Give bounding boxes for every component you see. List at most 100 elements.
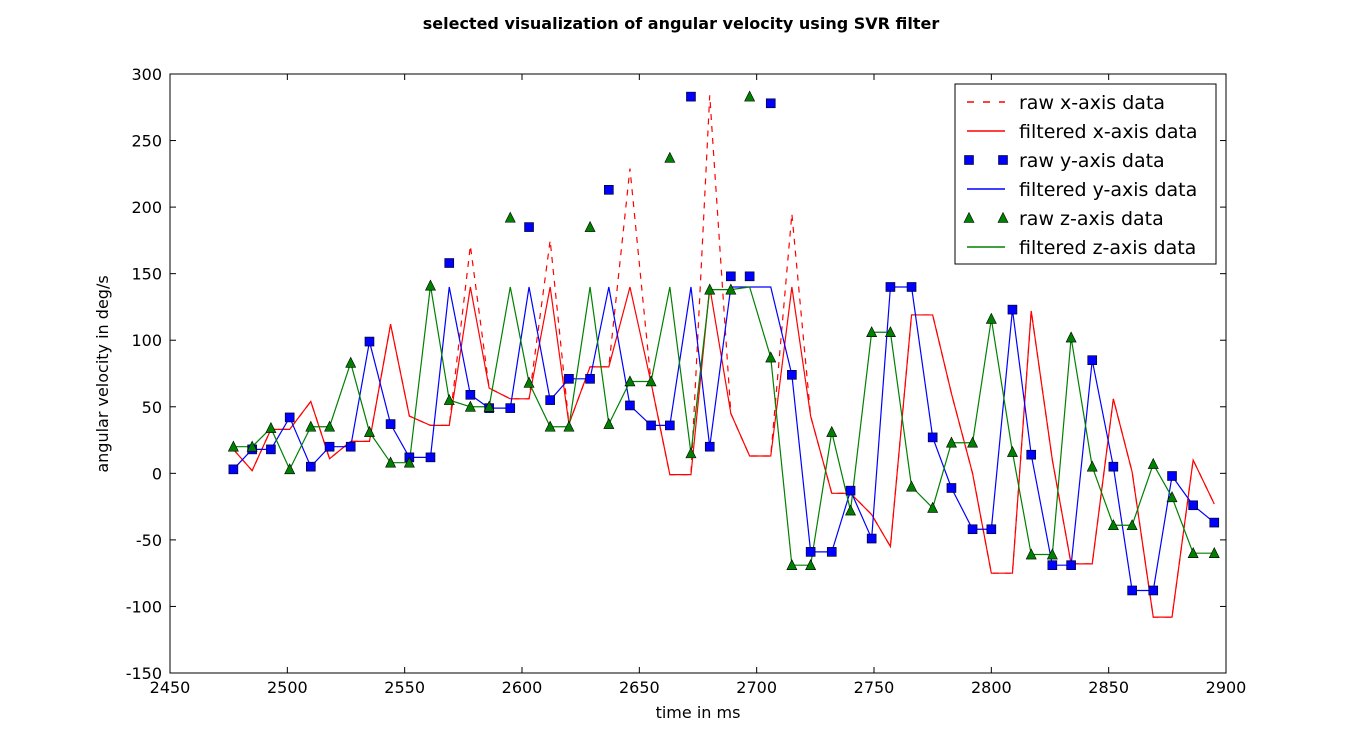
data-point-y-42 [1066,560,1076,570]
data-point-y-34 [906,282,917,292]
y-tick-label: -150 [126,664,162,683]
data-point-z-6 [345,356,357,368]
data-point-z-4 [305,420,317,432]
legend: raw x-axis data filtered x-axis data raw y… [954,83,1217,265]
data-point-y-23 [686,91,696,102]
x-tick-label: 2750 [854,678,895,697]
data-point-z-48 [1187,547,1199,559]
x-tick-label: 2850 [1088,678,1129,697]
data-point-y-40 [1026,449,1037,460]
data-point-z-38 [985,312,997,324]
data-point-y-39 [1007,304,1018,315]
data-point-z-34 [906,480,918,492]
data-point-z-16 [544,420,556,432]
y-tick-label: 0 [152,464,162,483]
legend-marker-4 [963,211,975,223]
legend-marker-2 [998,155,1008,165]
y-tick-label: -50 [136,531,162,550]
data-point-y-6 [345,441,356,452]
x-axis-label: time in ms [656,703,741,722]
data-point-y-37 [967,524,978,535]
data-point-z-32 [866,326,878,338]
data-point-z-1 [246,440,258,452]
data-point-y-43 [1087,355,1098,365]
series-line-3 [232,286,1215,592]
x-tick-label: 2650 [619,678,660,697]
data-point-z-23 [685,447,697,459]
legend-label-3: filtered y-axis data [1019,179,1197,201]
y-tick-label: 100 [131,331,162,350]
data-point-y-24 [704,441,715,452]
data-point-y-5 [324,441,335,452]
y-tick-label: 250 [131,132,162,151]
data-point-z-10 [424,279,436,291]
data-point-y-16 [545,395,555,405]
data-point-y-30 [826,547,837,557]
data-point-z-27 [765,351,777,363]
data-point-y-31 [845,485,856,496]
data-point-z-36 [945,436,957,448]
x-tick-label: 2800 [971,678,1012,697]
series-line-1 [232,286,1215,618]
data-point-z-43 [1086,460,1098,472]
data-point-z-13 [483,400,495,412]
data-point-z-44 [1107,519,1119,531]
data-point-y-47 [1167,471,1177,481]
data-point-z-0 [227,440,239,452]
data-point-z-33 [884,326,896,338]
data-point-y-45 [1127,585,1137,596]
x-tick-label: 2700 [736,678,777,697]
data-point-y-11 [444,258,455,268]
x-tick-label: 2550 [384,678,425,697]
data-point-y-7 [364,336,375,347]
data-point-z-17 [563,420,575,432]
data-point-z-19 [603,417,615,429]
legend-label-0: raw x-axis data [1019,92,1165,114]
data-point-z-9 [403,456,415,468]
data-point-z-39 [1006,445,1018,457]
legend-label-1: filtered x-axis data [1019,121,1198,143]
data-point-y-17 [564,374,574,384]
data-point-z-37 [967,436,979,448]
data-point-y-14 [505,403,516,413]
data-point-y-38 [986,524,997,535]
legend-label-2: raw y-axis data [1019,150,1165,172]
legend-box [954,83,1217,265]
y-tick-label: -100 [126,597,162,616]
data-point-y-32 [866,533,877,544]
data-point-y-21 [646,420,656,431]
data-point-z-11 [443,393,455,405]
data-point-z-31 [845,504,857,516]
series-line-5 [233,285,1215,566]
x-tick-label: 2500 [267,678,308,697]
legend-label-5: filtered z-axis data [1019,237,1196,259]
data-point-y-27 [765,98,776,109]
data-point-z-40 [1025,548,1037,560]
data-point-y-49 [1209,517,1220,528]
data-point-y-36 [946,483,957,493]
data-point-z-41 [1046,548,1058,560]
x-tick-label: 2450 [150,678,191,697]
data-point-y-3 [284,412,295,423]
data-point-y-48 [1188,500,1198,511]
data-point-z-25 [725,283,737,295]
data-point-z-30 [826,425,838,437]
data-point-z-14 [504,211,516,223]
data-point-y-10 [425,452,436,463]
data-point-z-49 [1208,547,1220,559]
data-point-z-29 [805,559,817,570]
axis-ticks: 2450 2500 2550 2600 2650 2700 2750 2800 2850 2900… [126,65,1247,697]
data-point-z-20 [624,375,636,387]
data-point-y-22 [665,420,675,431]
data-point-z-5 [324,420,336,432]
data-point-z-2 [265,421,277,433]
y-tick-label: 200 [131,198,162,217]
y-axis-label: angular velocity in deg/s [93,275,112,472]
legend-marker-2 [964,155,974,165]
data-point-y-15 [524,222,534,232]
data-point-y-20 [625,400,635,411]
data-point-y-44 [1108,461,1119,472]
data-point-y-18 [585,374,595,384]
data-point-z-35 [927,501,939,513]
